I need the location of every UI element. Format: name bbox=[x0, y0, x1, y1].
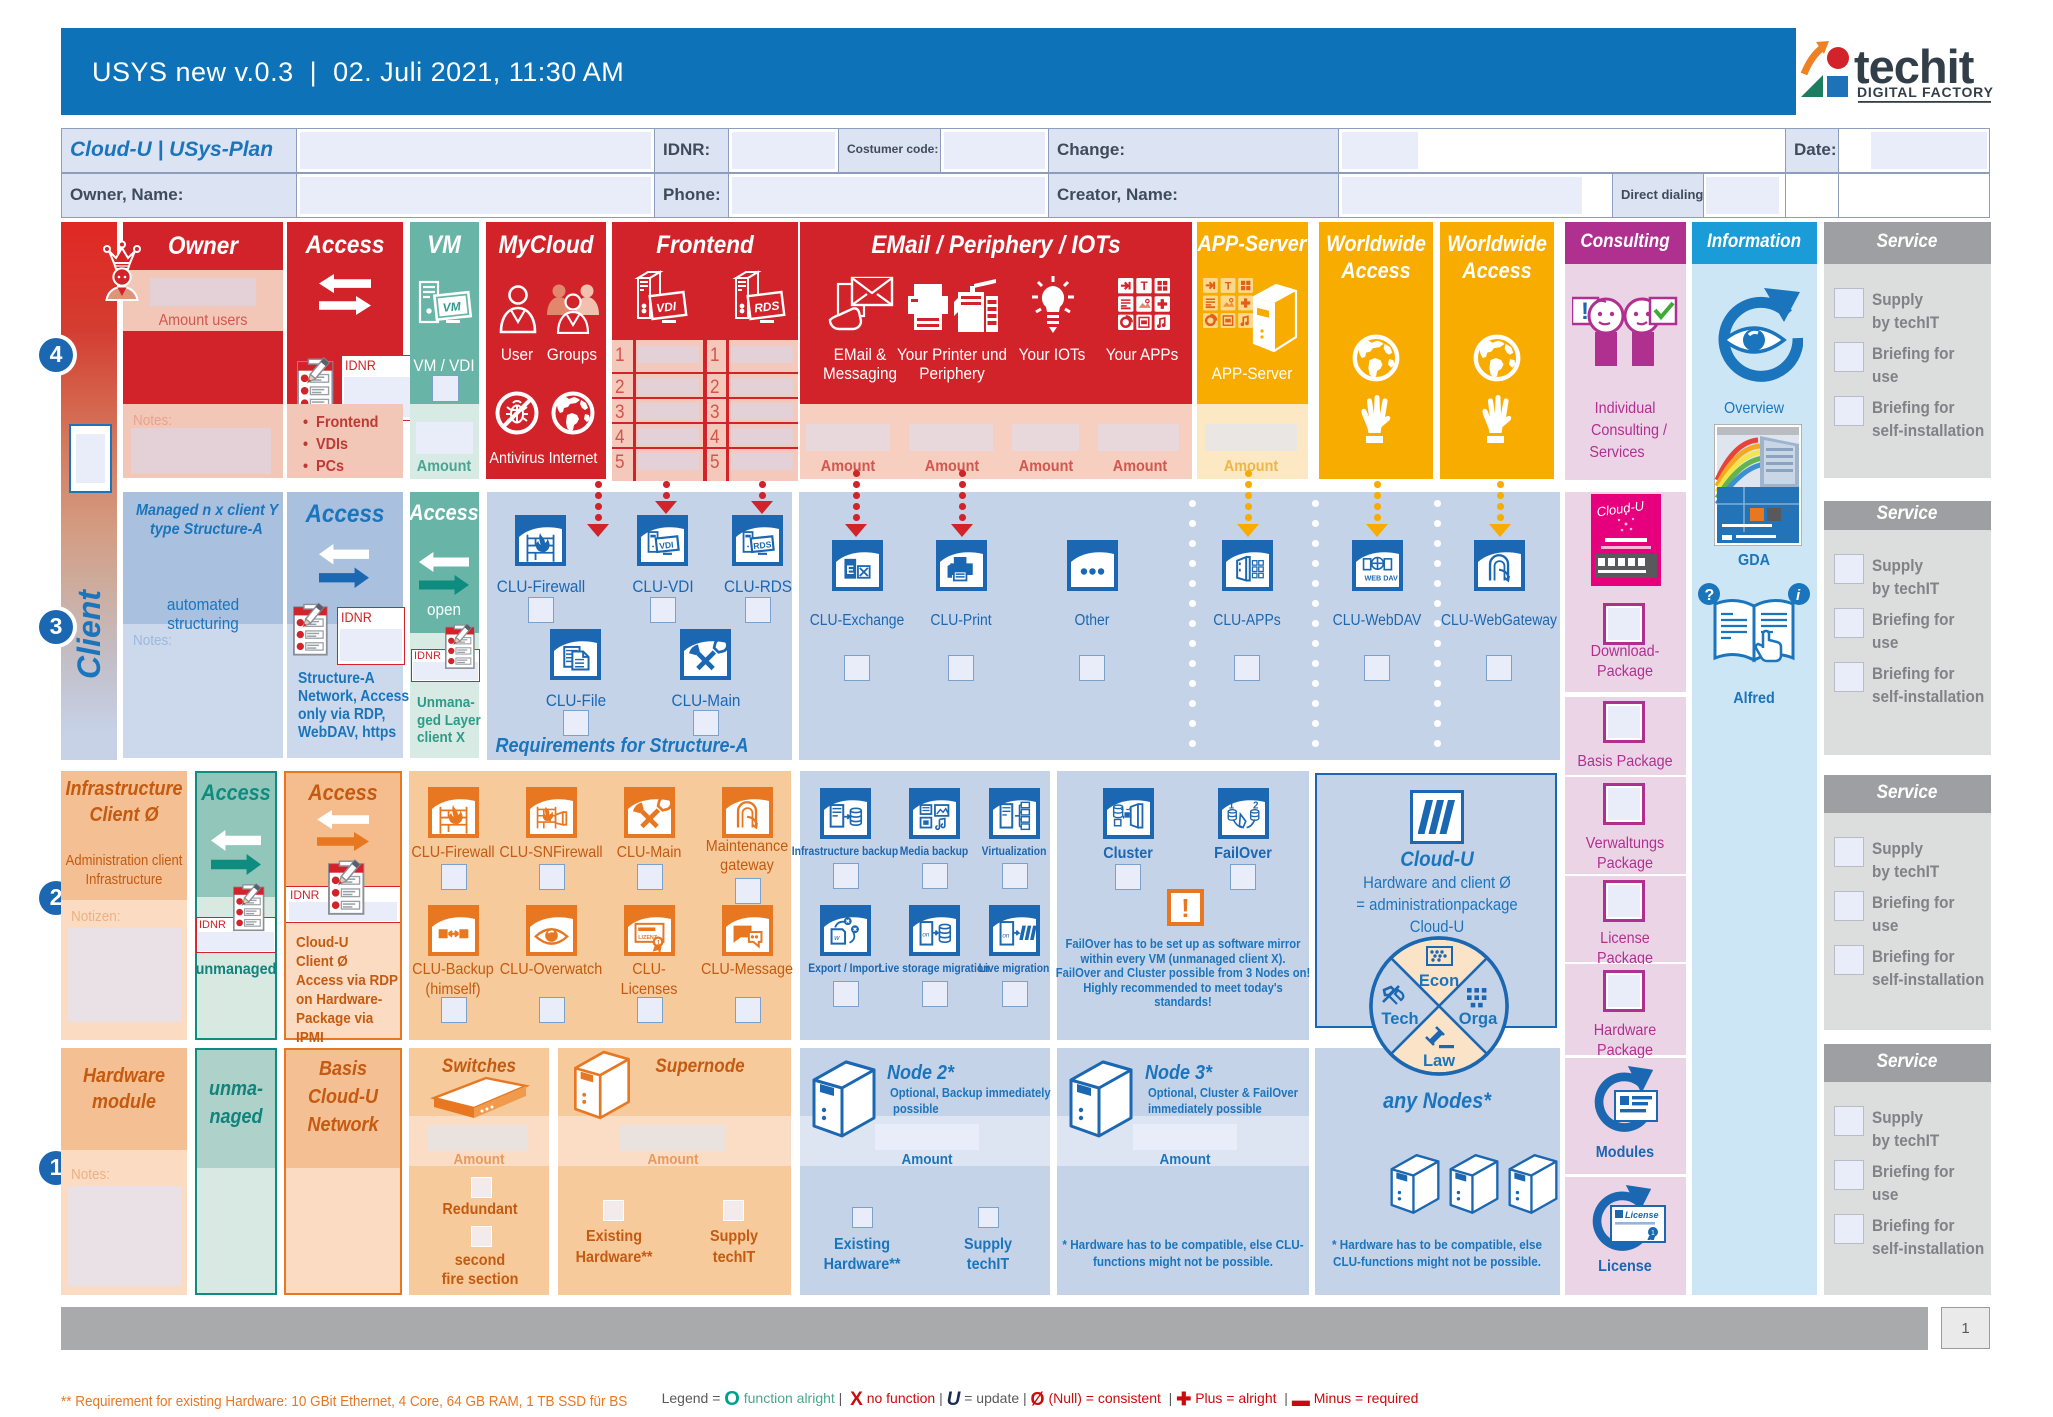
svg-text:2: 2 bbox=[1253, 801, 1259, 812]
svg-text:techit: techit bbox=[1854, 40, 1975, 93]
svg-text:on: on bbox=[922, 931, 930, 938]
svg-text:T: T bbox=[1141, 281, 1148, 293]
svg-text:E: E bbox=[846, 564, 854, 577]
svg-text:LIZENZ: LIZENZ bbox=[638, 935, 658, 941]
svg-text:Econ: Econ bbox=[1419, 972, 1459, 990]
svg-text:i: i bbox=[1796, 587, 1801, 604]
svg-text:License: License bbox=[1625, 1210, 1659, 1220]
svg-text:Orga: Orga bbox=[1459, 1010, 1498, 1028]
svg-text:!: ! bbox=[1581, 298, 1589, 325]
svg-text:Cloud-U: Cloud-U bbox=[1596, 498, 1646, 520]
svg-text:T: T bbox=[1225, 281, 1232, 293]
svg-text:Tech: Tech bbox=[1381, 1010, 1418, 1028]
svg-text:1: 1 bbox=[1229, 801, 1235, 812]
svg-text:VDI: VDI bbox=[655, 299, 677, 315]
svg-text:RDS: RDS bbox=[753, 539, 772, 551]
svg-text:w: w bbox=[834, 933, 840, 942]
svg-text:on: on bbox=[1002, 932, 1010, 939]
svg-text:Law: Law bbox=[1423, 1052, 1455, 1070]
svg-text:VM: VM bbox=[442, 299, 462, 315]
svg-text:WEB DAV: WEB DAV bbox=[1364, 573, 1398, 582]
svg-text:?: ? bbox=[1705, 587, 1715, 604]
svg-text:VDI: VDI bbox=[659, 540, 674, 551]
svg-text:RDS: RDS bbox=[753, 298, 780, 315]
svg-text:DIGITAL FACTORY: DIGITAL FACTORY bbox=[1857, 84, 1994, 100]
svg-text:1: 1 bbox=[1651, 1230, 1655, 1237]
svg-text:1: 1 bbox=[657, 940, 661, 947]
